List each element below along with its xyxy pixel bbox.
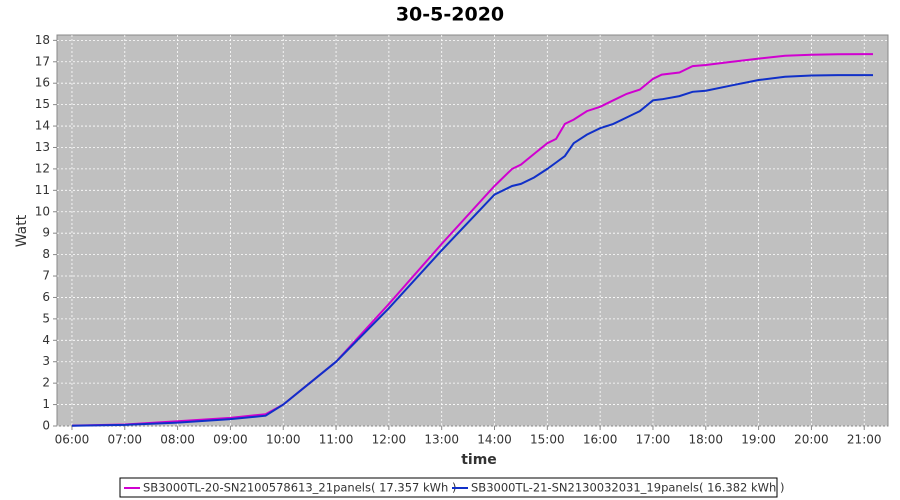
x-tick-label: 11:00 <box>319 433 354 447</box>
y-tick-label: 8 <box>42 247 50 261</box>
y-tick-label: 3 <box>42 354 50 368</box>
x-axis-label: time <box>461 452 497 468</box>
y-tick-label: 1 <box>42 397 50 411</box>
y-tick-label: 7 <box>42 269 50 283</box>
legend-label: SB3000TL-20-SN2100578613_21panels( 17.35… <box>143 481 456 495</box>
y-tick-label: 17 <box>35 54 50 68</box>
x-tick-label: 18:00 <box>688 433 723 447</box>
legend-label: SB3000TL-21-SN2130032031_19panels( 16.38… <box>471 481 784 495</box>
y-tick-label: 0 <box>42 419 50 433</box>
series-line <box>71 74 873 427</box>
x-tick-label: 13:00 <box>424 433 459 447</box>
y-tick-label: 4 <box>42 333 50 347</box>
x-tick-label: 14:00 <box>477 433 512 447</box>
y-tick-label: 16 <box>35 76 50 90</box>
x-tick-label: 09:00 <box>213 433 248 447</box>
y-tick-label: 10 <box>35 204 50 218</box>
x-tick-label: 08:00 <box>160 433 195 447</box>
x-tick-label: 12:00 <box>372 433 407 447</box>
y-tick-label: 2 <box>42 376 50 390</box>
y-tick-label: 13 <box>35 140 50 154</box>
plot-area <box>56 34 889 427</box>
y-tick-label: 6 <box>42 290 50 304</box>
x-tick-label: 17:00 <box>636 433 671 447</box>
x-tick-label: 15:00 <box>530 433 565 447</box>
y-tick-label: 12 <box>35 161 50 175</box>
x-tick-label: 21:00 <box>847 433 882 447</box>
legend <box>119 477 778 498</box>
x-tick-label: 10:00 <box>266 433 301 447</box>
y-tick-label: 18 <box>35 33 50 47</box>
y-tick-label: 5 <box>42 311 50 325</box>
x-tick-label: 06:00 <box>55 433 90 447</box>
y-tick-label: 9 <box>42 226 50 240</box>
x-tick-label: 19:00 <box>741 433 776 447</box>
y-tick-label: 11 <box>35 183 50 197</box>
y-tick-label: 15 <box>35 97 50 111</box>
y-tick-label: 14 <box>35 119 50 133</box>
x-tick-label: 20:00 <box>794 433 829 447</box>
chart-title: 30-5-2020 <box>396 4 504 26</box>
y-axis-label: Watt <box>14 214 30 247</box>
x-tick-label: 07:00 <box>107 433 142 447</box>
x-tick-label: 16:00 <box>583 433 618 447</box>
